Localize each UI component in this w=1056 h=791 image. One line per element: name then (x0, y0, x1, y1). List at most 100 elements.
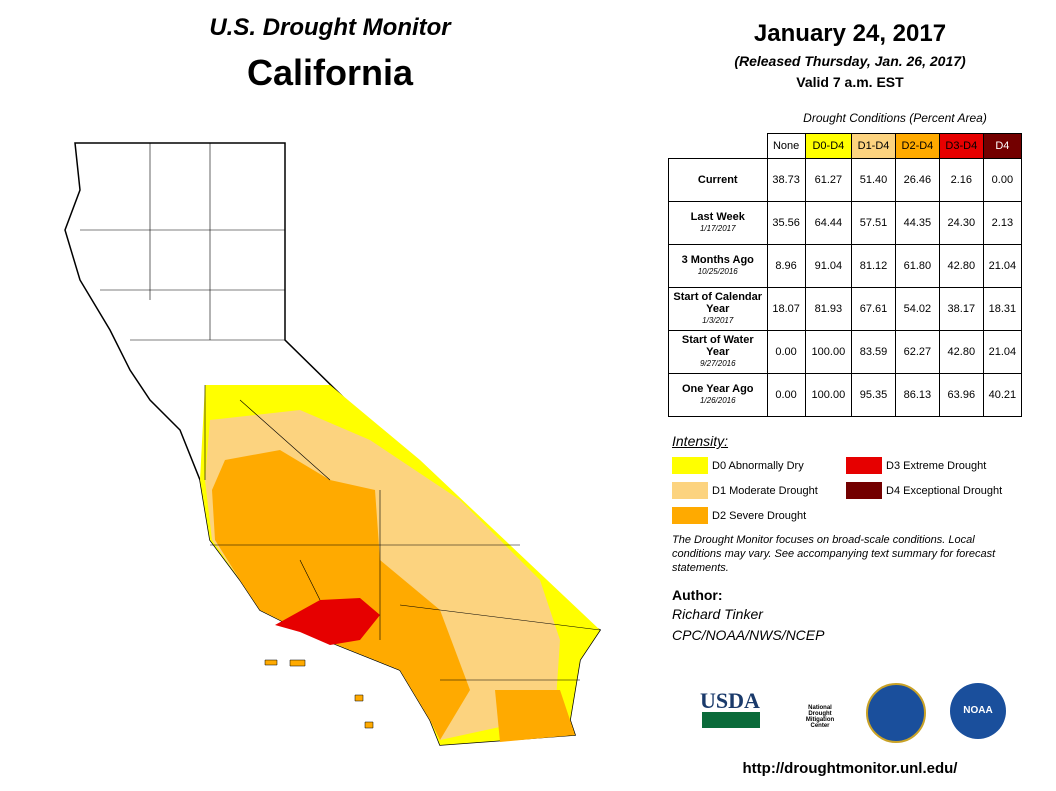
cell: 2.16 (938, 158, 984, 202)
ndmc-logo: National Drought Mitigation Center (805, 705, 835, 729)
cell: 0.00 (766, 373, 806, 417)
cell: 54.02 (894, 287, 940, 331)
url: http://droughtmonitor.unl.edu/ (742, 760, 958, 777)
row-date: 9/27/2016 (699, 359, 736, 368)
usda-logo: USDA (700, 688, 760, 713)
cell: 18.31 (982, 287, 1023, 331)
corner (669, 134, 768, 159)
cell: 0.00 (766, 330, 806, 374)
cell: 38.73 (766, 158, 806, 202)
legend-label: D2 Severe Drought (712, 510, 807, 522)
row-date: 1/26/2016 (699, 396, 736, 405)
row-label-text: Start of Water Year (681, 334, 754, 358)
cell: 0.00 (982, 158, 1023, 202)
row-label: Start of Water Year 9/27/2016 (668, 330, 768, 374)
row-label: Last Week 1/17/2017 (668, 201, 768, 245)
stats-table: None D0-D4 D1-D4 D2-D4 D3-D4 D4 Current 38.73 61… (668, 133, 1023, 417)
legend-label: D3 Extreme Drought (886, 460, 987, 472)
legend-title: Intensity: (672, 433, 729, 449)
column-header: D0-D4 (804, 133, 853, 159)
date: January 24, 2017 (753, 20, 947, 47)
state: California (246, 52, 414, 93)
map (64, 142, 602, 746)
cell: 91.04 (804, 244, 853, 288)
table-row: Current 38.73 61.27 51.40 26.46 2.16 0.00 (668, 158, 1023, 202)
cell: 2.13 (982, 201, 1023, 245)
d2-area (212, 450, 470, 740)
islands (264, 659, 374, 729)
cell: 81.12 (851, 244, 896, 288)
cell: 18.07 (766, 287, 806, 331)
row-label-text: Start of Calendar Year (673, 291, 763, 315)
cell: 21.04 (982, 330, 1023, 374)
cell: 40.21 (982, 373, 1023, 417)
valid: Valid 7 a.m. EST (796, 74, 904, 90)
cell: 24.30 (938, 201, 984, 245)
released: (Released Thursday, Jan. 26, 2017) (734, 53, 966, 69)
row-label: 3 Months Ago 10/25/2016 (668, 244, 768, 288)
row-label-text: 3 Months Ago (681, 254, 754, 266)
author-name: Richard Tinker (672, 606, 763, 622)
row-label: One Year Ago 1/26/2016 (668, 373, 768, 417)
cell: 95.35 (851, 373, 896, 417)
cell: 100.00 (804, 330, 853, 374)
cell: 86.13 (894, 373, 940, 417)
cell: 62.27 (894, 330, 940, 374)
legend-swatch (672, 482, 708, 499)
cell: 67.61 (851, 287, 896, 331)
cell: 64.44 (804, 201, 853, 245)
legend-label: D4 Exceptional Drought (886, 485, 1003, 497)
author-heading: Author: (672, 587, 723, 603)
county-lines (80, 143, 601, 681)
cell: 83.59 (851, 330, 896, 374)
legend-label: D1 Moderate Drought (712, 485, 818, 497)
row-label-text: One Year Ago (681, 383, 754, 395)
row-date: 1/3/2017 (702, 316, 734, 325)
cell: 57.51 (851, 201, 896, 245)
column-header: D3-D4 (938, 133, 984, 159)
column-header: D4 (982, 133, 1023, 159)
header-row: None D0-D4 D1-D4 D2-D4 D3-D4 D4 (669, 133, 1023, 159)
legend-label: D0 Abnormally Dry (712, 460, 804, 472)
column-header: D1-D4 (851, 133, 896, 159)
title: U.S. Drought Monitor (209, 14, 451, 41)
d3-area (275, 598, 380, 645)
table-caption: Drought Conditions (Percent Area) (803, 111, 987, 125)
table-row: Last Week 1/17/2017 35.56 64.44 57.51 44.35 24… (668, 201, 1023, 245)
author-org: CPC/NOAA/NWS/NCEP (672, 627, 825, 643)
cell: 8.96 (766, 244, 806, 288)
cell: 21.04 (982, 244, 1023, 288)
cell: 51.40 (851, 158, 896, 202)
cell: 44.35 (894, 201, 940, 245)
doc-seal (866, 683, 926, 743)
cell: 61.27 (804, 158, 853, 202)
usda-swoosh (702, 712, 760, 728)
column-header: None (766, 133, 806, 159)
cell: 26.46 (894, 158, 940, 202)
table-row: Start of Calendar Year 1/3/2017 18.07 81.93… (668, 287, 1023, 331)
table-row: 3 Months Ago 10/25/2016 8.96 91.04 81.12 61.8… (668, 244, 1023, 288)
cell: 38.17 (938, 287, 984, 331)
legend-swatch (672, 457, 708, 474)
row-date: 10/25/2016 (697, 267, 738, 276)
cell: 42.80 (938, 330, 984, 374)
legend-swatch (672, 507, 708, 524)
row-date: 1/17/2017 (699, 224, 736, 233)
row-label: Current (668, 158, 768, 202)
note: The Drought Monitor focuses on broad-sca… (672, 534, 996, 574)
legend-swatch (846, 457, 882, 474)
cell: 35.56 (766, 201, 806, 245)
row-label-text: Current (697, 174, 738, 186)
cell: 81.93 (804, 287, 853, 331)
cell: 100.00 (804, 373, 853, 417)
cell: 42.80 (938, 244, 984, 288)
noaa-logo: NOAA (950, 683, 1006, 739)
column-header: D2-D4 (894, 133, 940, 159)
row-label-text: Last Week (690, 211, 745, 223)
table-row: Start of Water Year 9/27/2016 0.00 100.00 83… (668, 330, 1023, 374)
cell: 63.96 (938, 373, 984, 417)
cell: 61.80 (894, 244, 940, 288)
d2-area-south (495, 690, 575, 742)
legend-swatch (846, 482, 882, 499)
